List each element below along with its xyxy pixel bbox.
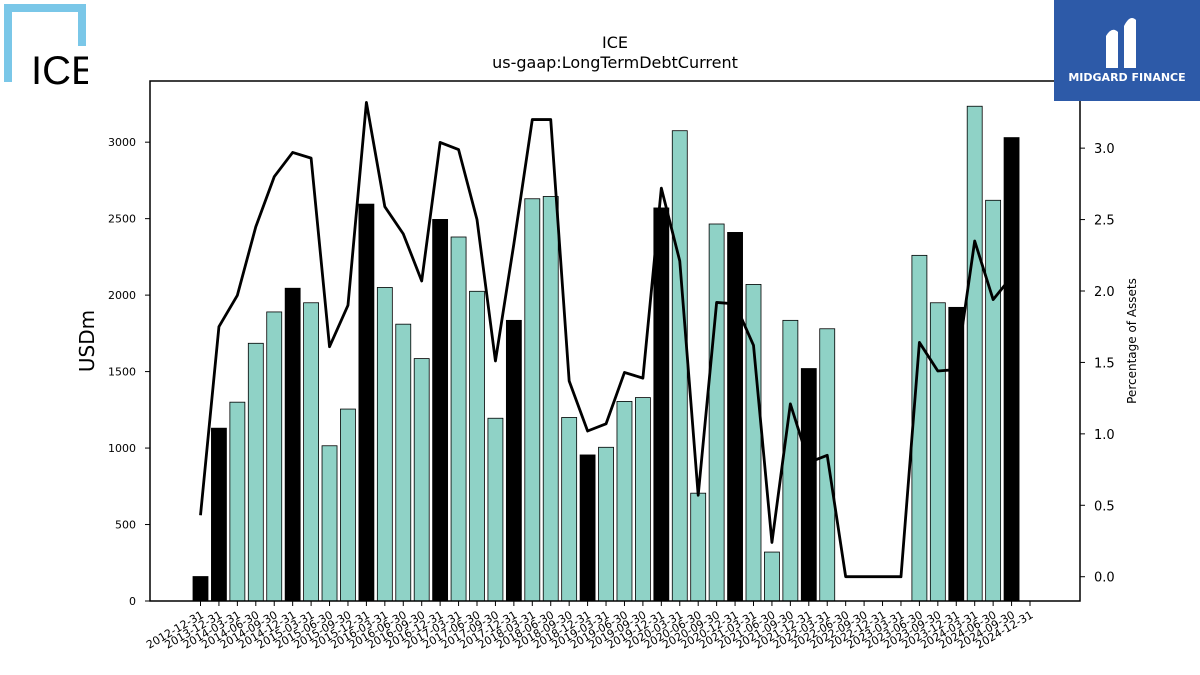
ice-logo: ICE bbox=[4, 4, 88, 88]
chart-subtitle: us-gaap:LongTermDebtCurrent bbox=[492, 53, 738, 72]
y2-tick-label: 2.5 bbox=[1094, 214, 1115, 229]
y-tick-label: 1500 bbox=[108, 366, 136, 379]
y-tick-label: 3000 bbox=[108, 136, 136, 149]
bar-2019-12-31 bbox=[653, 207, 670, 602]
pct-line-layer bbox=[199, 101, 1013, 579]
bar-2024-06-30 bbox=[985, 199, 1002, 602]
chart-title: ICE bbox=[602, 33, 628, 52]
brand-name: MIDGARD FINANCE bbox=[1068, 71, 1185, 84]
bar-2016-03-31 bbox=[376, 287, 393, 602]
bar-2020-03-31 bbox=[671, 130, 688, 602]
y2-axis: 0.0 0.5 1.0 1.5 2.0 2.5 3.0 bbox=[1080, 142, 1115, 586]
bar-2019-03-31 bbox=[598, 446, 614, 602]
bar-2022-03-31 bbox=[819, 328, 836, 602]
y-tick-label: 2000 bbox=[108, 289, 136, 302]
bar-2015-06-30 bbox=[321, 445, 338, 602]
bar-2021-06-30 bbox=[764, 551, 780, 602]
bar-2023-06-30 bbox=[911, 254, 928, 602]
brand-logo-tile: MIDGARD FINANCE bbox=[1054, 0, 1200, 101]
bar-2016-12-31 bbox=[432, 219, 449, 602]
bar-2014-09-30 bbox=[266, 311, 283, 602]
bar-2018-03-31 bbox=[524, 198, 541, 602]
bar-2023-12-31 bbox=[948, 306, 965, 602]
y2-tick-label: 2.0 bbox=[1094, 285, 1115, 300]
bar-2017-03-31 bbox=[450, 236, 467, 602]
bar-2017-06-30 bbox=[469, 290, 485, 602]
bar-2020-12-31 bbox=[727, 232, 743, 602]
bar-2024-09-30 bbox=[1003, 137, 1020, 602]
bar-2016-06-30 bbox=[395, 323, 412, 602]
y2-axis-label: Percentage of Assets bbox=[1125, 278, 1139, 404]
bar-2024-03-31 bbox=[966, 105, 983, 602]
y2-tick-label: 1.0 bbox=[1094, 428, 1115, 443]
pct-of-assets-line bbox=[199, 101, 1013, 579]
y-tick-label: 2500 bbox=[108, 213, 136, 226]
y-axis-label: USDm bbox=[75, 310, 99, 372]
bar-2015-03-31 bbox=[303, 302, 320, 602]
y-axis: 0 500 1000 1500 2000 2500 3000 bbox=[108, 136, 150, 608]
plot-frame bbox=[149, 80, 1081, 602]
brand-logo: MIDGARD FINANCE bbox=[1054, 0, 1200, 101]
ice-logo-text: ICE bbox=[31, 49, 88, 88]
bar-2015-09-30 bbox=[340, 408, 356, 602]
bars-layer bbox=[192, 105, 1020, 602]
bar-2023-09-30 bbox=[929, 302, 946, 602]
y-tick-label: 1000 bbox=[108, 442, 136, 455]
bar-2014-03-31 bbox=[229, 401, 246, 602]
y2-tick-label: 1.5 bbox=[1094, 356, 1115, 371]
bar-2021-09-30 bbox=[782, 319, 799, 602]
midgard-mark-icon bbox=[1106, 29, 1118, 68]
x-axis: 2012-12-312013-12-312014-03-312014-06-30… bbox=[144, 601, 1036, 652]
y2-tick-label: 0.5 bbox=[1094, 499, 1115, 514]
bar-2017-09-30 bbox=[487, 417, 504, 602]
bar-2014-12-31 bbox=[284, 287, 301, 602]
bar-2014-06-30 bbox=[247, 342, 264, 602]
bar-2021-12-31 bbox=[800, 368, 817, 602]
bar-2013-12-31 bbox=[211, 427, 227, 602]
bar-2020-09-30 bbox=[708, 223, 725, 602]
bar-2018-12-31 bbox=[579, 454, 596, 602]
ice-logo-bracket bbox=[4, 4, 86, 82]
bar-2019-09-30 bbox=[635, 397, 651, 602]
bar-2020-06-30 bbox=[690, 492, 707, 602]
bar-2018-06-30 bbox=[542, 196, 559, 602]
y2-tick-label: 3.0 bbox=[1094, 142, 1115, 157]
y2-tick-label: 0.0 bbox=[1094, 571, 1115, 586]
bar-2019-06-30 bbox=[616, 401, 633, 602]
bar-2012-12-31 bbox=[192, 576, 209, 602]
y-tick-label: 0 bbox=[129, 595, 136, 608]
bar-2018-09-30 bbox=[561, 417, 578, 602]
bar-2017-12-31 bbox=[505, 319, 522, 602]
bar-2015-12-31 bbox=[358, 203, 375, 602]
bar-2016-09-30 bbox=[413, 358, 430, 602]
y-tick-label: 500 bbox=[115, 519, 136, 532]
